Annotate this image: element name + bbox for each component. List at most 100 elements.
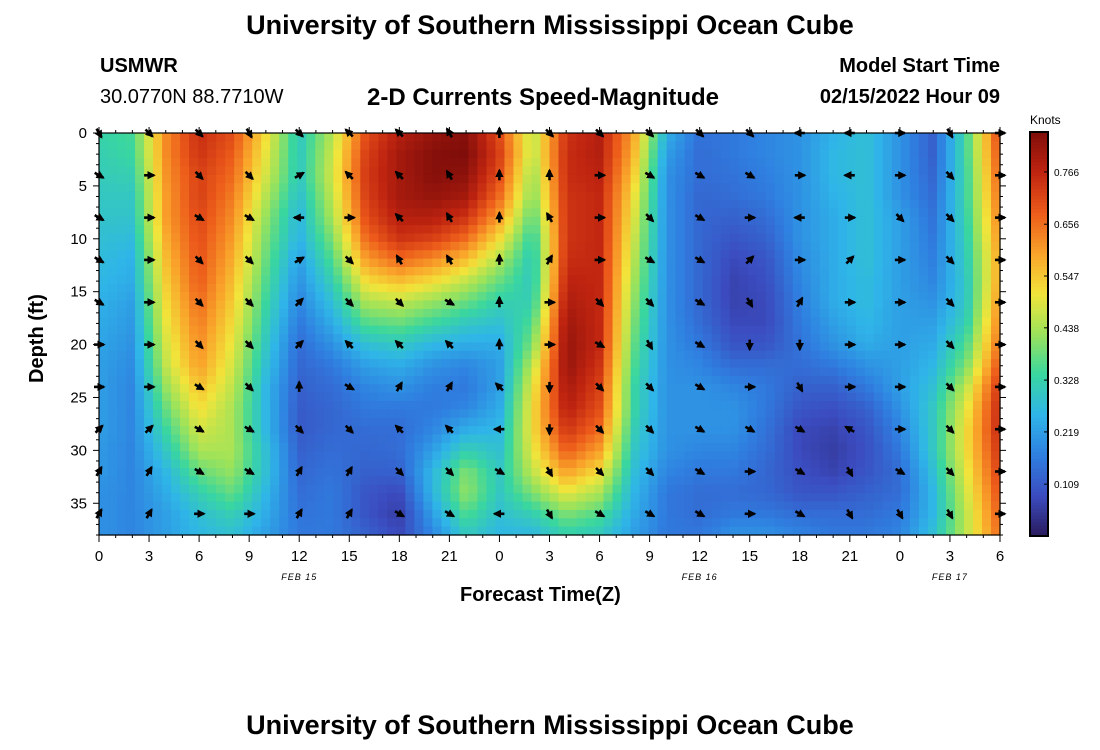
heatmap-cell — [477, 250, 488, 260]
current-arrow — [645, 297, 655, 307]
heatmap-cell — [369, 208, 379, 218]
heatmap-cell — [369, 518, 379, 528]
heatmap-cell — [783, 283, 794, 293]
heatmap-cell — [405, 493, 415, 503]
heatmap-cell — [297, 216, 307, 226]
heatmap-cell — [126, 417, 136, 427]
heatmap-cell — [261, 526, 271, 536]
heatmap-cell — [414, 225, 424, 235]
model-start-value: 02/15/2022 Hour 09 — [819, 86, 1000, 108]
heatmap-cell — [801, 233, 812, 243]
heatmap-cell — [873, 426, 884, 436]
heatmap-cell — [720, 509, 731, 519]
heatmap-cell — [585, 208, 596, 218]
heatmap-cell — [792, 375, 803, 385]
heatmap-cell — [648, 317, 659, 327]
heatmap-cell — [873, 384, 884, 394]
heatmap-cell — [612, 283, 623, 293]
heatmap-cell — [225, 141, 235, 151]
heatmap-cell — [342, 434, 352, 444]
heatmap-cell — [585, 417, 596, 427]
heatmap-cell — [657, 216, 668, 226]
heatmap-cell — [387, 334, 397, 343]
heatmap-cell — [477, 191, 488, 201]
heatmap-cell — [684, 183, 695, 193]
heatmap-cell — [135, 417, 145, 427]
heatmap-cell — [513, 518, 524, 528]
heatmap-cell — [684, 384, 695, 394]
heatmap-cell — [711, 501, 722, 511]
heatmap-cell — [261, 367, 271, 377]
heatmap-cell — [549, 283, 560, 293]
heatmap-cell — [522, 141, 533, 151]
heatmap-cell — [873, 174, 884, 184]
heatmap-cell — [243, 250, 253, 260]
heatmap-cell — [720, 409, 731, 419]
heatmap-cell — [531, 149, 542, 159]
heatmap-cell — [648, 350, 659, 360]
heatmap-cell — [612, 133, 623, 142]
heatmap-cell — [369, 350, 379, 360]
heatmap-cell — [828, 334, 839, 343]
heatmap-cell — [738, 149, 749, 159]
heatmap-cell — [432, 493, 442, 503]
heatmap-cell — [783, 149, 794, 159]
heatmap-cell — [189, 208, 199, 218]
heatmap-cell — [450, 283, 460, 293]
heatmap-cell — [234, 526, 244, 536]
heatmap-cell — [837, 208, 848, 218]
heatmap-cell — [981, 166, 992, 176]
heatmap-cell — [162, 384, 172, 394]
heatmap-cell — [981, 250, 992, 260]
heatmap-cell — [639, 325, 650, 335]
heatmap-cell — [810, 426, 821, 436]
heatmap-cell — [603, 518, 614, 528]
heatmap-cell — [774, 216, 785, 226]
heatmap-cell — [603, 149, 614, 159]
heatmap-cell — [918, 509, 929, 519]
heatmap-cell — [837, 359, 848, 369]
heatmap-cell — [810, 208, 821, 218]
heatmap-cell — [162, 375, 172, 385]
heatmap-cell — [297, 191, 307, 201]
heatmap-cell — [171, 166, 181, 176]
heatmap-cell — [891, 308, 902, 318]
heatmap-cell — [468, 426, 479, 436]
heatmap-cell — [333, 350, 343, 360]
heatmap-cell — [108, 216, 118, 226]
heatmap-cell — [603, 216, 614, 226]
heatmap-cell — [549, 149, 560, 159]
heatmap-cell — [765, 149, 776, 159]
heatmap-cell — [234, 375, 244, 385]
heatmap-cell — [351, 359, 361, 369]
heatmap-cell — [522, 484, 533, 494]
heatmap-cell — [288, 250, 298, 260]
heatmap-cell — [918, 133, 929, 142]
heatmap-cell — [801, 258, 812, 268]
heatmap-cell — [981, 367, 992, 377]
heatmap-cell — [252, 451, 262, 461]
heatmap-cell — [189, 426, 199, 436]
heatmap-cell — [468, 359, 479, 369]
heatmap-cell — [450, 359, 460, 369]
heatmap-cell — [405, 166, 415, 176]
heatmap-cell — [801, 334, 812, 343]
heatmap-cell — [765, 442, 776, 452]
heatmap-cell — [891, 174, 902, 184]
heatmap-cell — [351, 250, 361, 260]
heatmap-cell — [540, 141, 551, 151]
heatmap-cell — [837, 267, 848, 276]
heatmap-cell — [225, 350, 235, 360]
heatmap-cell — [216, 225, 226, 235]
heatmap-cell — [648, 342, 659, 352]
heatmap-cell — [756, 442, 767, 452]
heatmap-cell — [450, 258, 460, 268]
current-arrow — [694, 509, 706, 518]
heatmap-cell — [702, 384, 713, 394]
heatmap-cell — [585, 384, 596, 394]
heatmap-cell — [927, 216, 938, 226]
heatmap-cell — [864, 392, 875, 402]
heatmap-cell — [972, 342, 983, 352]
heatmap-cell — [477, 451, 488, 461]
heatmap-cell — [702, 526, 713, 536]
